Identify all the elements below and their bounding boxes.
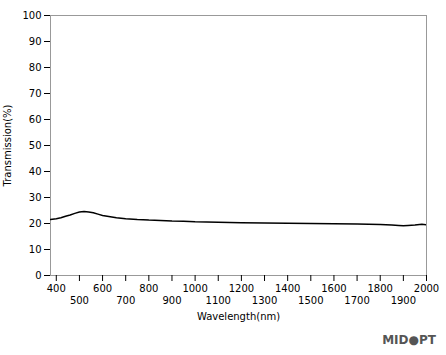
svg-text:70: 70 — [29, 88, 42, 99]
svg-text:900: 900 — [162, 295, 181, 306]
svg-text:50: 50 — [29, 140, 42, 151]
svg-text:1900: 1900 — [391, 295, 416, 306]
svg-text:1400: 1400 — [275, 283, 300, 294]
svg-text:600: 600 — [93, 283, 112, 294]
svg-text:400: 400 — [47, 283, 66, 294]
svg-text:1000: 1000 — [182, 283, 207, 294]
svg-text:20: 20 — [29, 218, 42, 229]
html-text:MID●PT: MID●PT — [382, 333, 436, 347]
svg-text:0: 0 — [35, 270, 41, 281]
svg-text:1300: 1300 — [252, 295, 277, 306]
svg-text:80: 80 — [29, 62, 42, 73]
svg-text:60: 60 — [29, 114, 42, 125]
svg-text:1600: 1600 — [321, 283, 346, 294]
svg-text:90: 90 — [29, 36, 42, 47]
svg-text:10: 10 — [29, 244, 42, 255]
svg-text:1800: 1800 — [367, 283, 392, 294]
svg-text:1200: 1200 — [229, 283, 254, 294]
svg-text:2000: 2000 — [414, 283, 439, 294]
svg-text:40: 40 — [29, 166, 42, 177]
svg-text:30: 30 — [29, 192, 42, 203]
svg-text:500: 500 — [70, 295, 89, 306]
svg-text:1500: 1500 — [298, 295, 323, 306]
svg-text:100: 100 — [22, 10, 41, 21]
svg-text:800: 800 — [139, 283, 158, 294]
svg-text:700: 700 — [116, 295, 135, 306]
svg-text:Wavelength(nm): Wavelength(nm) — [197, 311, 280, 322]
svg-text:1100: 1100 — [206, 295, 231, 306]
svg-text:Transmission(%): Transmission(%) — [2, 104, 13, 187]
svg-text:1700: 1700 — [344, 295, 369, 306]
